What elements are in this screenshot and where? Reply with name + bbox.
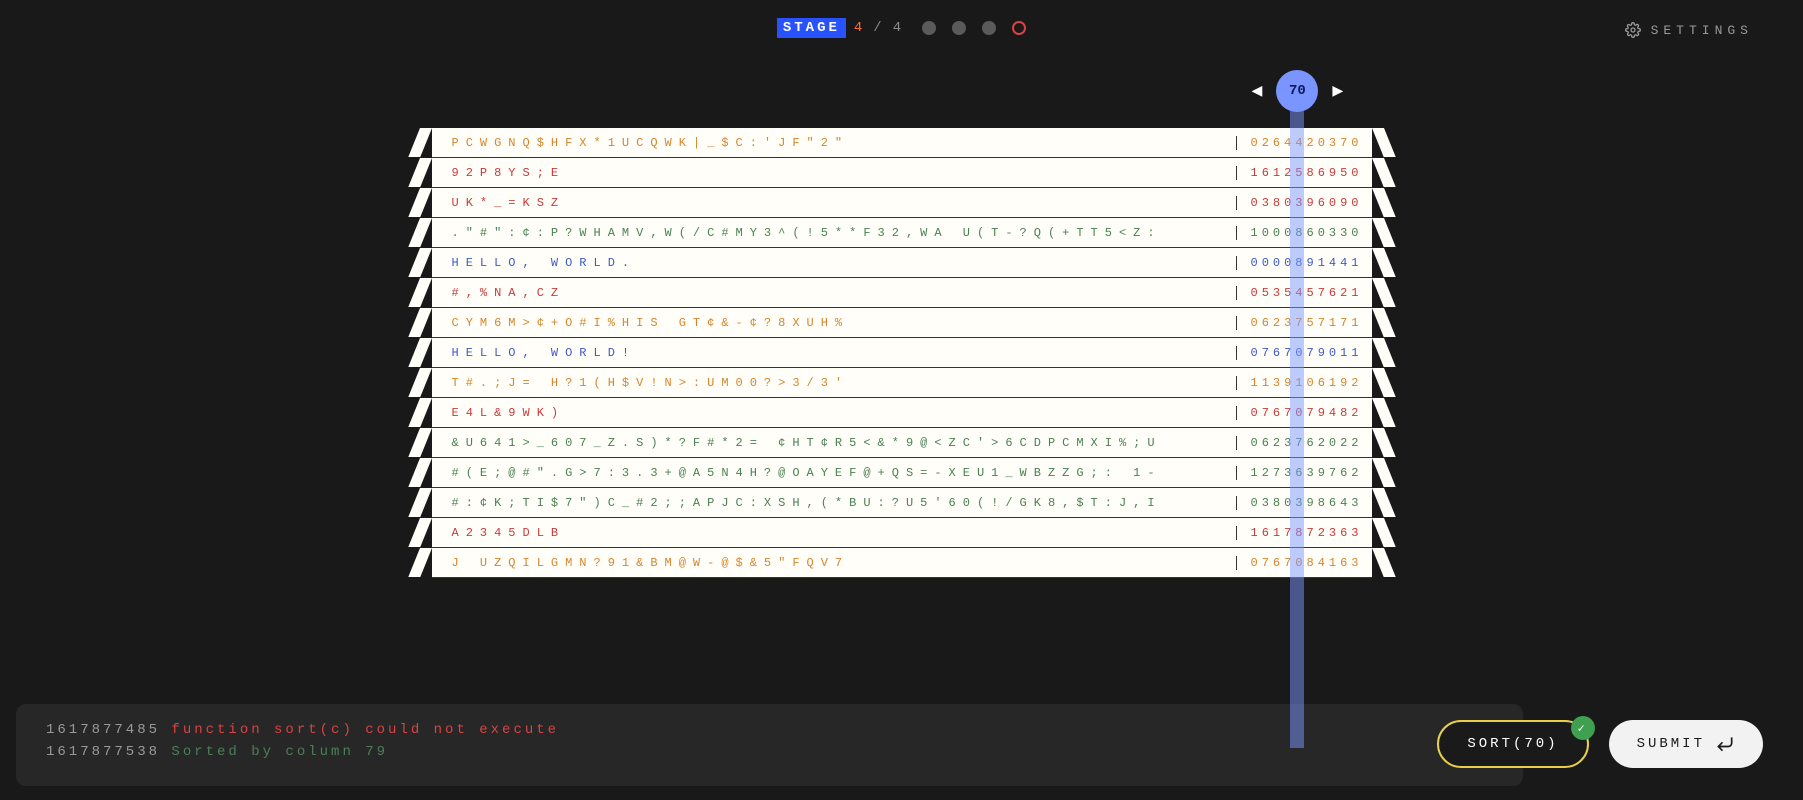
stage-dot (982, 21, 996, 35)
table-row[interactable]: HELLO, WORLD!0767079011 (432, 338, 1372, 368)
table-row[interactable]: PCWGNQ$HFX*1UCQWK|_$C:'JF"2"0264420370 (432, 128, 1372, 158)
row-text: #,%NA,CZ (432, 286, 1237, 300)
console-line: 1617877538 Sorted by column 79 (46, 744, 1493, 760)
gear-icon (1625, 22, 1641, 38)
submit-label: SUBMIT (1637, 736, 1705, 752)
row-text: PCWGNQ$HFX*1UCQWK|_$C:'JF"2" (432, 136, 1237, 150)
row-text: J UZQILGMN?91&BM@W-@$&5"FQV7 (432, 556, 1237, 570)
table-row[interactable]: T#.;J= H?1(H$V!N>:UM00?>3/3'1139106192 (432, 368, 1372, 398)
table-row[interactable]: #,%NA,CZ0535457621 (432, 278, 1372, 308)
stage-sep: / (873, 20, 884, 36)
actions: SORT(70) ✓ SUBMIT (1437, 720, 1763, 768)
console-line: 1617877485 function sort(c) could not ex… (46, 722, 1493, 738)
row-text: #(E;@#".G>7:3.3+@A5N4H?@OAYEF@+QS=-XEU1_… (432, 466, 1237, 480)
sort-button[interactable]: SORT(70) ✓ (1437, 720, 1588, 768)
row-text: HELLO, WORLD! (432, 346, 1237, 360)
enter-icon (1715, 734, 1735, 754)
stage-total: 4 (893, 20, 904, 36)
stage-dots (922, 21, 1026, 35)
table-row[interactable]: E4L&9WK)0767079482 (432, 398, 1372, 428)
row-text: CYM6M>¢+O#I%HIS GT¢&-¢?8XUH% (432, 316, 1237, 330)
stage-dot (922, 21, 936, 35)
table-row[interactable]: &U641>_607_Z.S)*?F#*2= ¢HT¢R5<&*9@<ZC'>6… (432, 428, 1372, 458)
row-text: E4L&9WK) (432, 406, 1237, 420)
column-next-arrow[interactable]: ▶ (1332, 80, 1343, 102)
column-badge[interactable]: 70 (1276, 70, 1318, 112)
row-text: HELLO, WORLD. (432, 256, 1237, 270)
table-row[interactable]: UK*_=KSZ0380396090 (432, 188, 1372, 218)
table-row[interactable]: HELLO, WORLD.0000891441 (432, 248, 1372, 278)
table-row[interactable]: 92P8YS;E1612586950 (432, 158, 1372, 188)
row-text: A2345DLB (432, 526, 1237, 540)
row-text: 92P8YS;E (432, 166, 1237, 180)
row-text: #:¢K;TI$7")C_#2;;APJC:XSH,(*BU:?U5'60(!/… (432, 496, 1237, 510)
table-row[interactable]: ."#":¢:P?WHAMV,W(/C#MY3^(!5**F32,WA U(T-… (432, 218, 1372, 248)
check-icon: ✓ (1571, 716, 1595, 740)
row-text: T#.;J= H?1(H$V!N>:UM00?>3/3' (432, 376, 1237, 390)
row-text: ."#":¢:P?WHAMV,W(/C#MY3^(!5**F32,WA U(T-… (432, 226, 1237, 240)
stage-dot (952, 21, 966, 35)
table-row[interactable]: J UZQILGMN?91&BM@W-@$&5"FQV70767084163 (432, 548, 1372, 578)
table-row[interactable]: #(E;@#".G>7:3.3+@A5N4H?@OAYEF@+QS=-XEU1_… (432, 458, 1372, 488)
stage-label: STAGE (777, 18, 846, 38)
table-row[interactable]: CYM6M>¢+O#I%HIS GT¢&-¢?8XUH%0623757171 (432, 308, 1372, 338)
data-table: PCWGNQ$HFX*1UCQWK|_$C:'JF"2"026442037092… (432, 128, 1372, 578)
column-prev-arrow[interactable]: ◀ (1252, 80, 1263, 102)
submit-button[interactable]: SUBMIT (1609, 720, 1763, 768)
table-row[interactable]: #:¢K;TI$7")C_#2;;APJC:XSH,(*BU:?U5'60(!/… (432, 488, 1372, 518)
sort-label: SORT(70) (1467, 736, 1558, 752)
column-control: ◀ 70 ▶ (1252, 70, 1344, 112)
stage-dot (1012, 21, 1026, 35)
settings-button[interactable]: SETTINGS (1625, 22, 1753, 38)
settings-label: SETTINGS (1651, 23, 1753, 38)
header: STAGE 4 / 4 (0, 0, 1803, 56)
stage-current: 4 (854, 20, 865, 36)
row-text: UK*_=KSZ (432, 196, 1237, 210)
table-row[interactable]: A2345DLB1617872363 (432, 518, 1372, 548)
row-text: &U641>_607_Z.S)*?F#*2= ¢HT¢R5<&*9@<ZC'>6… (432, 436, 1237, 450)
